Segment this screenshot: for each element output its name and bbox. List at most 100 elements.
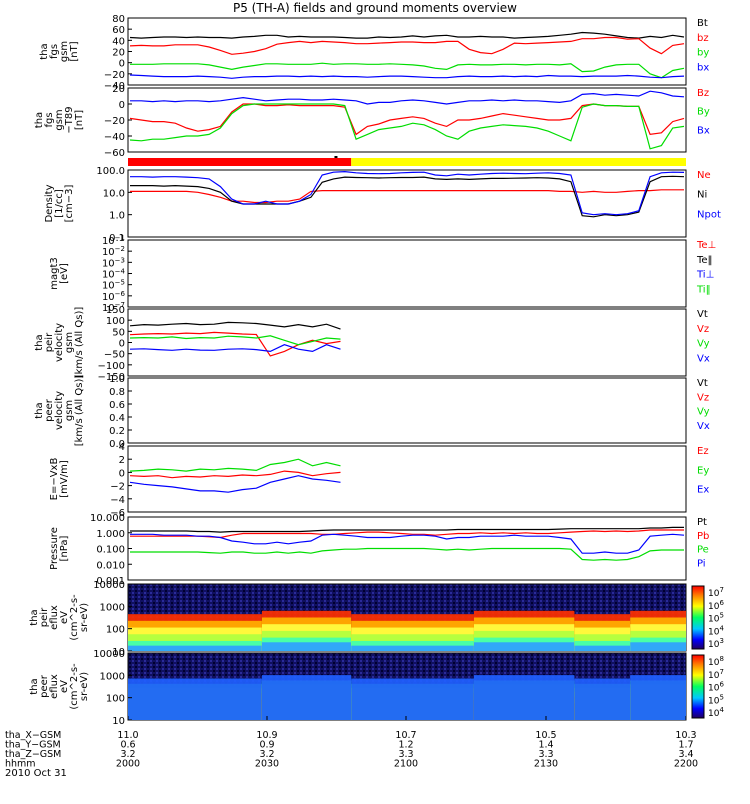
legend-entry-black: Te‖ — [696, 255, 713, 266]
series-line-black — [129, 321, 341, 330]
series-line-red — [130, 189, 684, 204]
heatmap-band — [630, 642, 686, 651]
y-tick-label: 60 — [112, 25, 125, 36]
ephemeris-value: 0.9 — [259, 740, 274, 751]
series-line-green — [130, 62, 685, 79]
ephemeris-value: 2100 — [394, 759, 418, 770]
series-line-black — [130, 526, 684, 533]
y-tick-label: 0.8 — [109, 387, 125, 398]
y-axis-label: (cm^2-s- — [69, 594, 80, 641]
series-line-blue — [129, 475, 341, 493]
ephemeris-value: 2130 — [534, 759, 558, 770]
ephemeris-value: 1.2 — [398, 740, 413, 751]
series-line-blue — [129, 344, 341, 353]
legend-entry-red: Ne — [697, 170, 711, 181]
legend-entry-blue: Pi — [697, 558, 706, 569]
y-axis-label: −T89 — [64, 106, 75, 133]
legend-entry-black: Ni — [697, 190, 707, 201]
y-tick-label: 0 — [119, 468, 125, 479]
y-tick-label: −40 — [104, 132, 125, 143]
y-axis-label: Density — [44, 184, 55, 222]
y-tick-label: 4 — [119, 442, 125, 453]
legend-entry-blue: Npot — [697, 209, 721, 220]
ephemeris-value: 3.3 — [538, 749, 553, 760]
region-bar-magnetosheath — [351, 158, 686, 166]
ephemeris-label: tha_X−GSM — [5, 730, 61, 741]
y-axis-label: sr-eV) — [79, 603, 90, 632]
y-tick-label: 20 — [112, 48, 125, 59]
colorbar-tick-label: 104 — [708, 624, 724, 637]
y-tick-label: 0.6 — [109, 400, 125, 411]
y-axis-label: tha — [39, 43, 50, 59]
legend-entry-red: bz — [697, 33, 709, 44]
y-axis-label: fgs — [44, 112, 55, 127]
colorbar-tick-label: 107 — [708, 668, 724, 681]
ephemeris-value: 2200 — [674, 759, 698, 770]
y-axis-label: [mV/m] — [59, 460, 70, 498]
y-tick-label: −100 — [98, 361, 125, 372]
legend-entry-blue: Ex — [697, 485, 709, 496]
y-axis-label: eflux — [49, 605, 60, 630]
y-axis-label: [km/s (All Qs)] — [74, 307, 85, 379]
y-axis-label: [nT] — [74, 110, 85, 130]
y-axis-label: peir — [44, 332, 55, 352]
colorbar-tick-label: 108 — [708, 655, 724, 668]
y-axis-label: [cm−3] — [64, 185, 75, 223]
colorbar-tick-label: 107 — [708, 586, 724, 599]
y-axis-label: [eV] — [59, 263, 70, 284]
y-axis-label: (cm^2-s- — [69, 663, 80, 710]
y-tick-label: 0 — [119, 339, 125, 350]
ephemeris-label: hhmm — [5, 759, 36, 770]
y-tick-label: −20 — [104, 70, 125, 81]
y-tick-label: 1.0 — [109, 211, 125, 222]
legend-entry-green: Ti‖ — [696, 284, 711, 295]
y-axis-label: gsm — [54, 109, 65, 130]
y-axis-label: E=−VxB — [49, 458, 60, 501]
series-line-green — [129, 103, 685, 150]
legend-entry-green: Vy — [697, 339, 710, 350]
y-axis-label: magt3 — [49, 257, 60, 290]
legend-entry-black: Pt — [697, 517, 707, 528]
legend-entry-green: Ey — [697, 465, 709, 476]
colorbar-tick-label: 106 — [708, 599, 724, 612]
y-tick-label: 0 — [119, 59, 125, 70]
y-axis-label: peir — [39, 607, 50, 627]
panel-region-bar — [128, 156, 686, 166]
y-axis-label: tha — [34, 402, 45, 418]
region-marker — [334, 156, 338, 158]
legend-entry-green: Vy — [697, 407, 710, 418]
y-tick-label: 10.0 — [103, 188, 125, 199]
heatmap-band — [351, 645, 474, 651]
y-tick-label: −6 — [110, 508, 125, 519]
y-tick-label: 20 — [112, 84, 125, 95]
series-line-red — [129, 36, 685, 55]
legend-entry-black: Vt — [697, 378, 708, 389]
legend-entry-blue: Bx — [697, 125, 710, 136]
y-axis-label: fgs — [49, 44, 60, 59]
legend-entry-green: by — [697, 48, 709, 59]
y-axis-label: tha — [29, 609, 40, 625]
ephemeris-value: 10.5 — [535, 730, 556, 741]
series-line-green — [129, 335, 341, 346]
ephemeris-value: 3.4 — [678, 749, 693, 760]
y-tick-label: 100.0 — [96, 166, 125, 177]
colorbar — [691, 654, 705, 719]
series-line-red — [129, 470, 341, 479]
heatmap-band — [473, 642, 575, 651]
y-tick-label: 10 — [112, 716, 125, 727]
heatmap-band — [574, 678, 631, 720]
y-tick-label: 10 — [112, 647, 125, 658]
heatmap-band — [574, 645, 631, 651]
y-tick-label: 80 — [112, 14, 125, 25]
series-line-blue — [129, 74, 685, 79]
panel-frame — [127, 239, 687, 308]
heatmap-band — [473, 675, 575, 720]
legend-entry-blue: Vx — [697, 353, 710, 364]
legend-entry-green: Pe — [697, 545, 709, 556]
y-axis-label: sr-eV) — [79, 672, 90, 701]
colorbar-tick-label: 106 — [708, 681, 724, 694]
